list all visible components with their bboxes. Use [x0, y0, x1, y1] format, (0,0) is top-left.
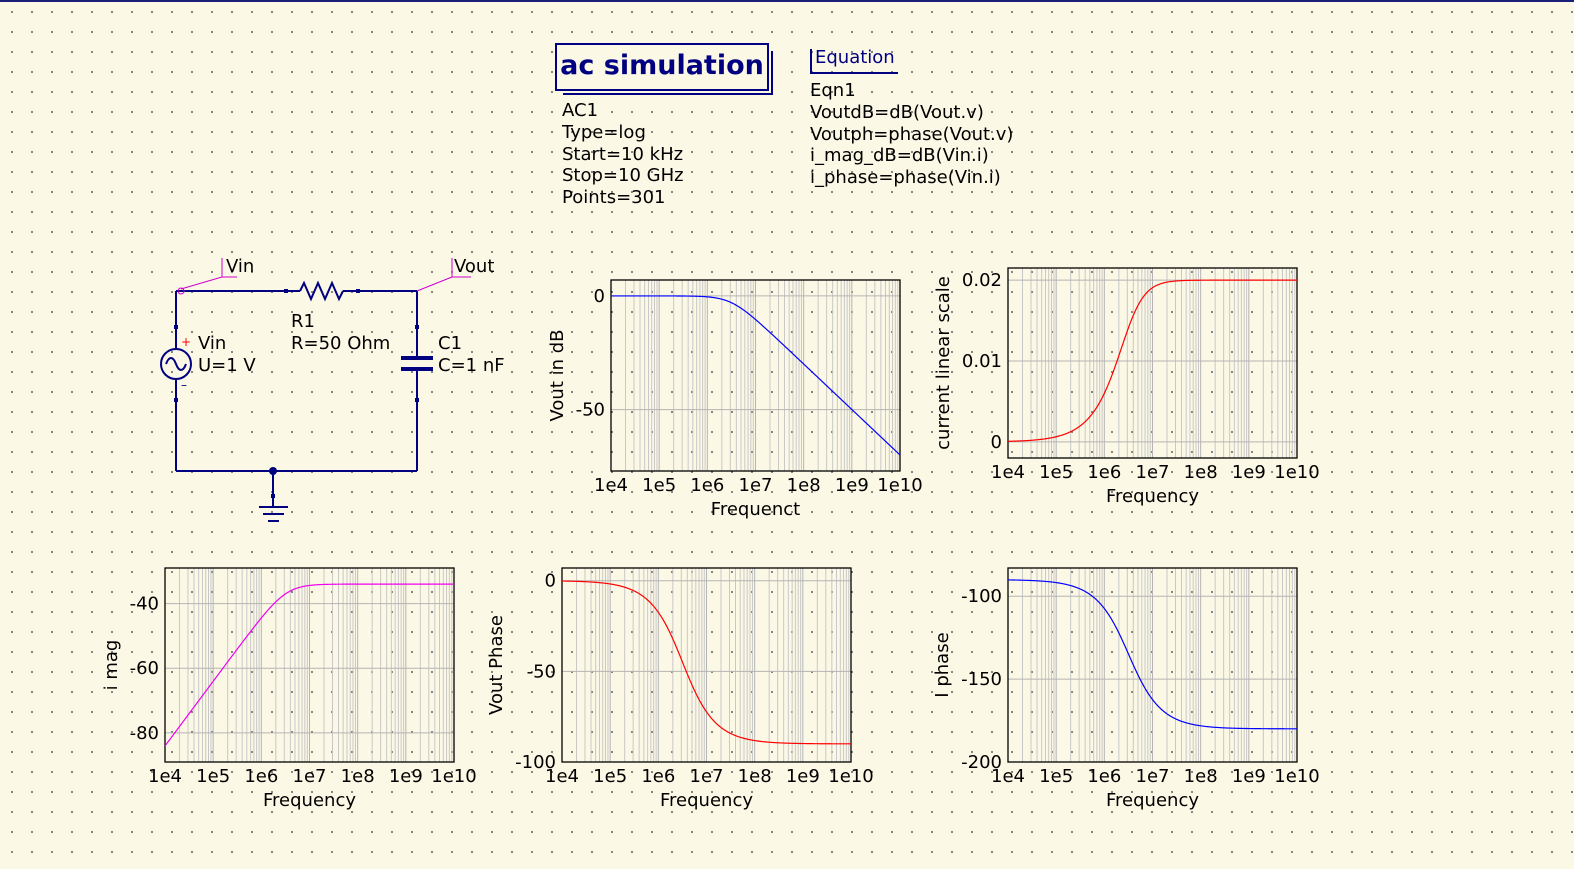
plot-frame — [610, 279, 901, 472]
r1-label[interactable]: R1 R=50 Ohm — [291, 311, 390, 355]
y-axis-label: Vout in dB — [547, 329, 568, 421]
vout-wire-label[interactable]: Vout — [454, 256, 495, 277]
x-axis-label: Frequenct — [711, 499, 800, 520]
c1-name: C1 — [438, 333, 463, 354]
r1-name: R1 — [291, 311, 315, 332]
grid — [610, 280, 901, 471]
x-tick-label: 1e10 — [877, 475, 922, 496]
param-line: Type=log — [562, 121, 646, 143]
vin-wire-label[interactable]: Vin — [226, 256, 255, 277]
vin-source-label[interactable]: Vin U=1 V — [198, 333, 256, 377]
ac-simulation-params[interactable]: AC1 Type=log Start=10 kHz Stop=10 GHz Po… — [562, 100, 684, 209]
param-line: Points=301 — [562, 187, 666, 209]
source-name: Vin — [198, 333, 227, 354]
series-line — [611, 295, 901, 456]
x-tick-label: 1e6 — [690, 475, 724, 496]
y-tick-label: 0 — [594, 286, 605, 307]
equation-lines[interactable]: Eqn1 VoutdB=dB(Vout.v) Voutph=phase(Vout… — [810, 80, 1013, 189]
equation-header[interactable]: Equation — [810, 47, 898, 74]
ac-simulation-box[interactable]: ac simulation — [555, 43, 769, 91]
param-line: Start=10 kHz — [562, 143, 684, 165]
equation-line: i_phase=phase(Vin.i) — [810, 167, 1001, 189]
ac-simulation-title: ac simulation — [560, 50, 764, 81]
param-line: Stop=10 GHz — [562, 165, 684, 187]
top-border — [0, 0, 1574, 2]
y-tick-label: -50 — [576, 400, 605, 421]
equation-line: Voutph=phase(Vout.v) — [810, 123, 1014, 145]
x-tick-label: 1e5 — [642, 475, 676, 496]
c1-value: C=1 nF — [438, 354, 505, 376]
equation-line: i_mag_dB=dB(Vin.i) — [810, 145, 989, 167]
x-tick-label: 1e7 — [739, 475, 773, 496]
param-line: AC1 — [562, 100, 599, 121]
equation-line: Eqn1 — [810, 80, 856, 101]
x-tick-label: 1e9 — [835, 475, 869, 496]
x-tick-label: 1e4 — [594, 475, 628, 496]
equation-title: Equation — [815, 47, 895, 68]
c1-label[interactable]: C1 C=1 nF — [438, 333, 505, 377]
equation-line: VoutdB=dB(Vout.v) — [810, 101, 984, 123]
source-value: U=1 V — [198, 354, 256, 376]
x-tick-label: 1e8 — [787, 475, 821, 496]
r1-value: R=50 Ohm — [291, 332, 391, 354]
